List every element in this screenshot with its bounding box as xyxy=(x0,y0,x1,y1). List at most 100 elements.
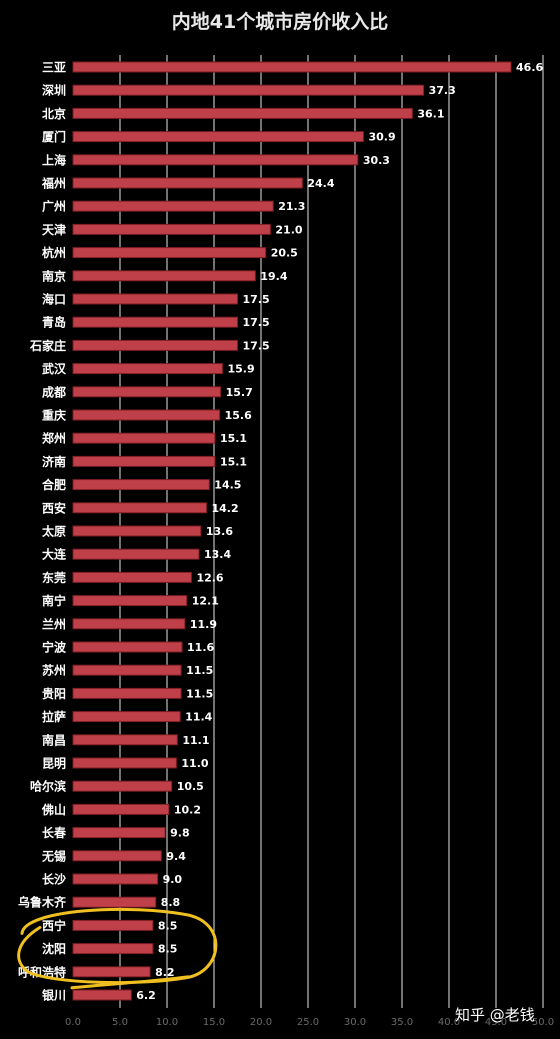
bar xyxy=(72,409,221,421)
category-label: 杭州 xyxy=(42,245,66,260)
bar xyxy=(72,943,154,955)
bar xyxy=(72,479,210,491)
bar xyxy=(72,107,413,119)
value-label: 36.1 xyxy=(417,107,444,120)
bar xyxy=(72,223,271,235)
category-label: 太原 xyxy=(42,524,66,539)
x-tick-label: 0.0 xyxy=(65,1017,81,1028)
bars xyxy=(72,61,512,1001)
x-tick-label: 5.0 xyxy=(112,1017,128,1028)
bar xyxy=(72,131,364,143)
category-label: 南京 xyxy=(42,268,66,283)
value-label: 21.0 xyxy=(275,223,302,236)
bar xyxy=(72,525,202,537)
bar xyxy=(72,966,151,978)
value-label: 8.8 xyxy=(161,896,181,909)
category-label: 拉萨 xyxy=(42,709,66,724)
category-label: 重庆 xyxy=(42,408,66,423)
bar xyxy=(72,873,159,885)
value-label: 11.1 xyxy=(182,734,209,747)
bar xyxy=(72,757,177,769)
x-tick-label: 10.0 xyxy=(156,1017,178,1028)
value-label: 11.9 xyxy=(190,618,217,631)
category-label: 深圳 xyxy=(42,83,66,98)
bar xyxy=(72,618,186,630)
value-label: 15.1 xyxy=(220,432,247,445)
category-label: 长春 xyxy=(42,825,67,840)
category-label: 沈阳 xyxy=(42,941,66,956)
value-label: 21.3 xyxy=(278,200,305,213)
x-tick-label: 40.0 xyxy=(438,1017,460,1028)
category-label: 郑州 xyxy=(42,431,66,446)
highlight-circle xyxy=(17,907,218,985)
bar xyxy=(72,455,216,467)
bar xyxy=(72,827,166,839)
value-label: 10.2 xyxy=(174,803,201,816)
value-label: 46.6 xyxy=(516,61,543,74)
bar xyxy=(72,84,425,96)
value-label: 6.2 xyxy=(136,989,156,1002)
bar xyxy=(72,339,238,351)
category-label: 呼和浩特 xyxy=(18,964,66,979)
category-label: 厦门 xyxy=(42,129,66,144)
value-label: 12.1 xyxy=(192,595,219,608)
bar xyxy=(72,734,178,746)
value-label: 11.4 xyxy=(185,711,212,724)
value-label: 11.5 xyxy=(186,687,213,700)
value-label: 24.4 xyxy=(307,177,334,190)
bar xyxy=(72,200,274,212)
bar xyxy=(72,896,157,908)
category-label: 福州 xyxy=(41,176,66,191)
value-label: 12.6 xyxy=(196,571,223,584)
x-tick-label: 30.0 xyxy=(344,1017,366,1028)
value-label: 15.1 xyxy=(220,455,247,468)
value-label: 9.0 xyxy=(163,873,183,886)
category-label: 宁波 xyxy=(42,640,67,655)
category-label: 广州 xyxy=(42,199,66,214)
category-label: 银川 xyxy=(42,988,66,1003)
value-label: 9.4 xyxy=(166,850,186,863)
bar xyxy=(72,919,154,931)
category-label: 东莞 xyxy=(42,570,66,585)
category-label: 佛山 xyxy=(41,802,66,817)
x-tick-label: 50.0 xyxy=(532,1017,554,1028)
category-label: 上海 xyxy=(42,152,66,167)
bar xyxy=(72,687,182,699)
x-tick-label: 25.0 xyxy=(297,1017,319,1028)
category-label: 昆明 xyxy=(42,757,66,771)
bar xyxy=(72,571,192,583)
value-label: 37.3 xyxy=(429,84,456,97)
value-label: 9.8 xyxy=(170,827,190,840)
bar xyxy=(72,664,182,676)
value-label: 14.2 xyxy=(211,502,238,515)
value-label: 17.5 xyxy=(243,293,270,306)
bar xyxy=(72,595,188,607)
highlight-underline xyxy=(70,975,190,990)
bar xyxy=(72,850,162,862)
bar xyxy=(72,432,216,444)
x-tick-label: 15.0 xyxy=(203,1017,225,1028)
value-label: 15.6 xyxy=(225,409,252,422)
bar xyxy=(72,803,170,815)
highlight-marker xyxy=(17,907,218,990)
grid-lines xyxy=(119,55,544,1008)
x-tick-label: 20.0 xyxy=(250,1017,272,1028)
bar xyxy=(72,177,303,189)
category-label: 苏州 xyxy=(42,663,66,678)
category-label: 石家庄 xyxy=(29,338,66,353)
chart-title: 内地41个城市房价收入比 xyxy=(172,10,388,33)
bar xyxy=(72,247,267,259)
x-tick-label: 35.0 xyxy=(391,1017,413,1028)
value-label: 13.6 xyxy=(206,525,233,538)
category-label: 武汉 xyxy=(42,361,67,376)
bar xyxy=(72,711,181,723)
bar xyxy=(72,363,223,375)
value-label: 19.4 xyxy=(260,270,287,283)
bar xyxy=(72,293,238,305)
category-label: 海口 xyxy=(42,292,66,307)
value-labels: 46.6 37.3 36.1 30.9 30.3 24.421.3 21.0 20.5 19.4… xyxy=(136,61,543,1002)
bar xyxy=(72,270,256,282)
watermark: 知乎 @老钱 xyxy=(455,1006,535,1024)
value-label: 11.6 xyxy=(187,641,214,654)
